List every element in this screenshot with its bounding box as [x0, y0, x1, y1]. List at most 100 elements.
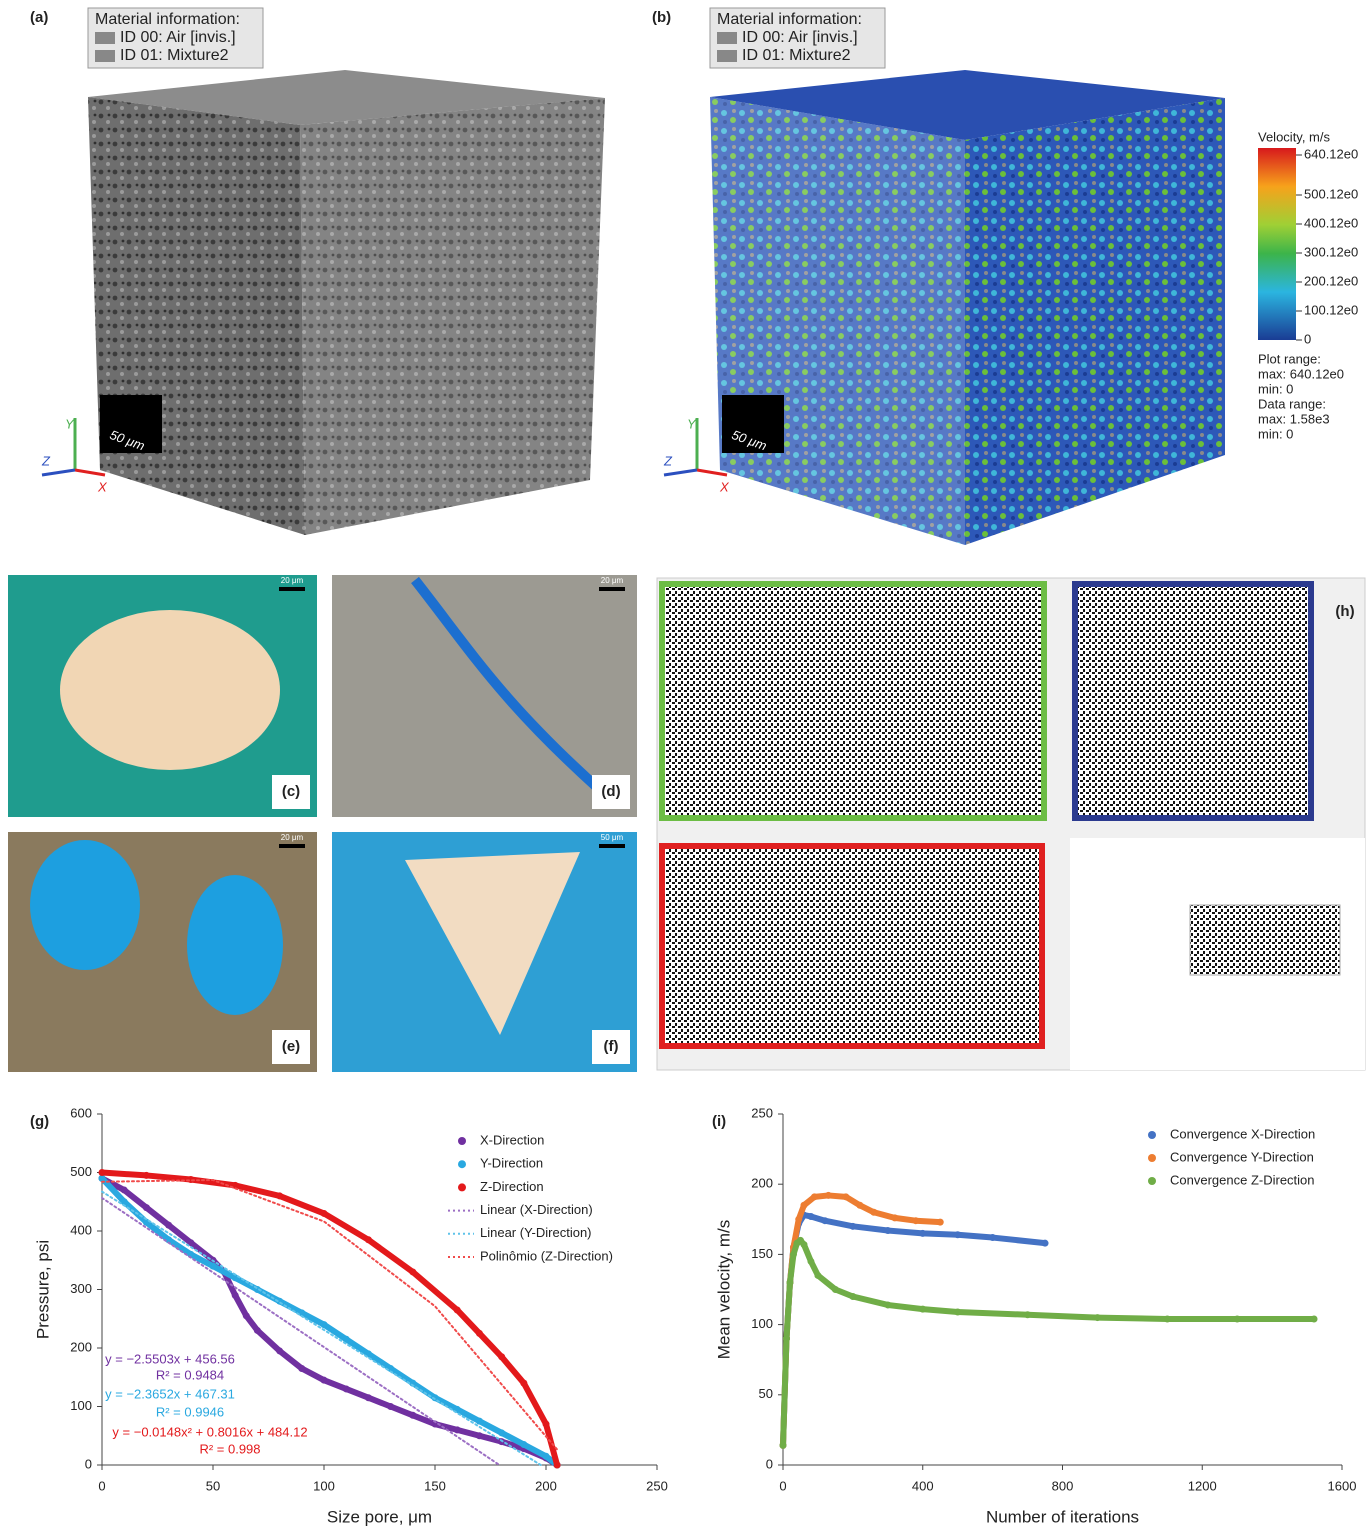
point: [553, 1461, 561, 1469]
x-tick-label: 100: [313, 1478, 335, 1493]
x-tick-label: 800: [1052, 1478, 1074, 1493]
grain: [60, 610, 280, 770]
point: [919, 1229, 927, 1237]
point: [919, 1305, 927, 1313]
label-box: [272, 1030, 310, 1064]
x-tick-label: 200: [535, 1478, 557, 1493]
legend-entry: Linear (Y-Direction): [480, 1225, 592, 1240]
legend-swatch: [1148, 1154, 1156, 1162]
colorbar-info: max: 1.58e3: [1258, 411, 1330, 426]
legend-entry: X-Direction: [480, 1132, 544, 1147]
y-tick-label: 100: [70, 1398, 92, 1413]
x-tick-label: 150: [424, 1478, 446, 1493]
point: [142, 1204, 150, 1212]
point: [800, 1241, 808, 1249]
point: [298, 1309, 306, 1317]
point: [936, 1218, 944, 1226]
mini-cube: [1189, 904, 1341, 976]
colorbar-tick-label: 300.12e0: [1304, 244, 1358, 259]
point: [786, 1278, 794, 1286]
point: [475, 1417, 483, 1425]
material-title: Material information:: [717, 11, 862, 28]
point: [320, 1376, 328, 1384]
point: [849, 1293, 857, 1301]
panel-b-image: [710, 70, 1296, 545]
point: [1093, 1314, 1101, 1322]
point: [1041, 1239, 1049, 1247]
y-tick-label: 200: [751, 1176, 773, 1191]
point: [884, 1227, 892, 1235]
annotation: y = −2.5503x + 456.56: [105, 1351, 235, 1366]
legend-swatch: [1148, 1131, 1156, 1139]
view-yz: [1072, 581, 1314, 821]
panel-label: (d): [601, 783, 620, 800]
point: [431, 1420, 439, 1428]
annotation: R² = 0.9484: [156, 1367, 224, 1382]
material-entry: ID 00: Air [invis.]: [742, 29, 858, 46]
point: [98, 1169, 106, 1176]
panel-label: (h): [1335, 603, 1354, 620]
cube-right: [300, 98, 605, 535]
y-tick-label: 300: [70, 1281, 92, 1296]
point: [387, 1403, 395, 1410]
axis-x: [696, 468, 728, 477]
colorbar-tick-label: 100.12e0: [1304, 302, 1358, 317]
legend-swatch: [458, 1160, 466, 1169]
point: [187, 1239, 195, 1247]
axis-name: X: [97, 479, 108, 494]
point: [800, 1201, 808, 1209]
point: [342, 1385, 350, 1393]
annotation: R² = 0.998: [199, 1441, 260, 1456]
point: [453, 1426, 461, 1434]
y-tick-label: 150: [751, 1246, 773, 1261]
legend-entry: Convergence Y-Direction: [1170, 1149, 1314, 1164]
point: [142, 1171, 150, 1179]
point: [821, 1217, 829, 1225]
x-tick-label: 1200: [1188, 1478, 1217, 1493]
point: [989, 1234, 997, 1242]
trend-line: [101, 1178, 559, 1451]
point: [520, 1379, 528, 1387]
colorbar-info: min: 0: [1258, 426, 1293, 441]
annotation: y = −0.0148x² + 0.8016x + 484.12: [112, 1424, 307, 1439]
point: [475, 1432, 483, 1440]
material-entry: ID 01: Mixture2: [120, 47, 229, 64]
point: [870, 1208, 878, 1216]
y-tick-label: 400: [70, 1222, 92, 1237]
cube-top: [710, 70, 1225, 140]
legend-entry: Convergence Z-Direction: [1170, 1172, 1315, 1187]
point: [298, 1364, 306, 1372]
point: [120, 1186, 128, 1194]
point: [1024, 1311, 1032, 1319]
y-tick-label: 250: [751, 1105, 773, 1120]
point: [856, 1201, 864, 1209]
point: [807, 1257, 815, 1265]
series-line: [780, 1237, 1318, 1449]
view-xy: [659, 581, 1047, 821]
x-tick-label: 400: [912, 1478, 934, 1493]
colorbar-info: Plot range:: [1258, 351, 1321, 366]
point: [782, 1335, 790, 1343]
point: [453, 1306, 461, 1314]
point: [1310, 1315, 1318, 1323]
cube-top: [88, 70, 605, 125]
cube-left: [710, 97, 965, 545]
scale-bar: [279, 844, 305, 848]
x-axis-label: Number of iterations: [986, 1507, 1139, 1526]
colorbar-title: Velocity, m/s: [1258, 129, 1331, 144]
point: [364, 1236, 372, 1244]
y-tick-label: 500: [70, 1164, 92, 1179]
point: [954, 1308, 962, 1316]
point: [1233, 1315, 1241, 1323]
y-axis-label: Mean velocity, m/s: [714, 1220, 733, 1360]
legend-entry: Y-Direction: [480, 1156, 543, 1171]
point: [884, 1301, 892, 1309]
view-xz: [659, 843, 1045, 1049]
x-tick-label: 1600: [1328, 1478, 1357, 1493]
point: [342, 1335, 350, 1343]
point: [779, 1441, 787, 1449]
x-tick-label: 50: [206, 1478, 220, 1493]
annotation: R² = 0.9946: [156, 1404, 224, 1419]
y-tick-label: 600: [70, 1105, 92, 1120]
scale-box: [100, 395, 162, 453]
